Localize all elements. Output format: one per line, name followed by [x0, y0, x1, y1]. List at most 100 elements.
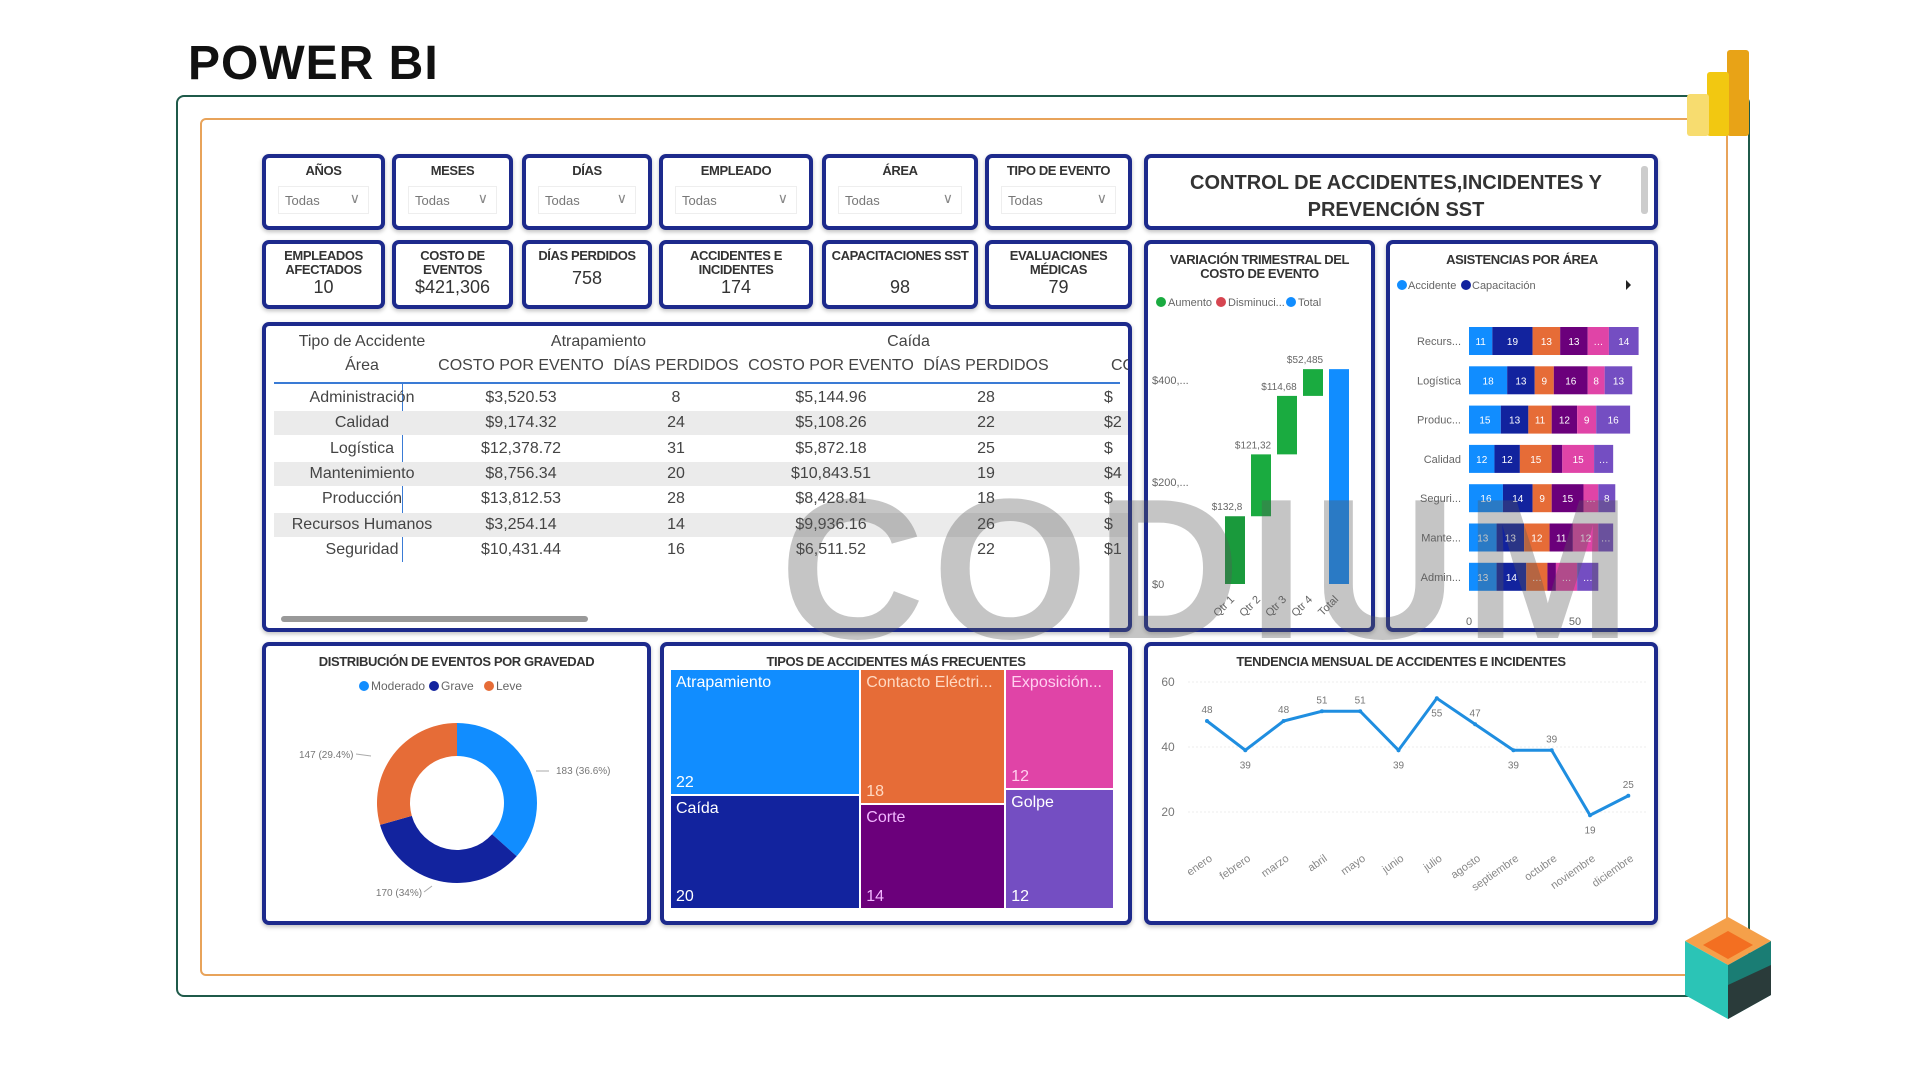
- data-point[interactable]: [1319, 709, 1324, 714]
- stacked-bar-segment[interactable]: [1598, 523, 1614, 552]
- stacked-bar-segment[interactable]: [1469, 444, 1495, 473]
- waterfall-bar[interactable]: [1277, 395, 1297, 455]
- data-point[interactable]: [1434, 696, 1439, 701]
- waterfall-bar[interactable]: [1303, 369, 1323, 396]
- legend-item: Disminuci...: [1228, 297, 1285, 309]
- x-tick-label: Total: [1316, 594, 1341, 619]
- stacked-bar-segment[interactable]: [1551, 484, 1584, 513]
- stacked-bar-segment[interactable]: [1598, 484, 1616, 513]
- trend-line-chart: 20 40 60 48 enero 39 febrero 48 marzo 51 abril 51 ma…: [1161, 675, 1648, 894]
- stacked-bar-segment[interactable]: [1469, 366, 1508, 395]
- stacked-bar-segment[interactable]: [1502, 484, 1533, 513]
- stacked-bar-segment[interactable]: [1551, 405, 1578, 434]
- stacked-bar-segment[interactable]: [1526, 562, 1548, 591]
- row-area: Mantenimiento: [309, 464, 415, 482]
- data-label: 8: [1604, 494, 1610, 505]
- stacked-bar-segment[interactable]: [1551, 444, 1563, 473]
- slicer-dropdown[interactable]: Todas ∨: [538, 186, 636, 214]
- data-point[interactable]: [1511, 748, 1516, 753]
- stacked-bar-segment[interactable]: [1469, 484, 1503, 513]
- tile-value: 20: [676, 887, 694, 905]
- stacked-bar-segment[interactable]: [1547, 562, 1556, 591]
- treemap-tile[interactable]: Contacto Eléctri... 18: [860, 669, 1006, 804]
- chevron-down-icon: ∨: [777, 190, 788, 206]
- stacked-bar-segment[interactable]: [1519, 444, 1552, 473]
- data-point[interactable]: [1626, 793, 1631, 798]
- kpi-value: 79: [1048, 277, 1069, 297]
- stacked-bar-segment[interactable]: [1572, 523, 1599, 552]
- data-label: …: [1562, 573, 1572, 584]
- slicer-dropdown[interactable]: Todas ∨: [838, 186, 962, 214]
- data-label: 39: [1546, 734, 1558, 745]
- column-header: DÍAS PERDIDOS: [613, 357, 739, 374]
- data-point[interactable]: [1243, 748, 1248, 753]
- stacked-bar-segment[interactable]: [1553, 366, 1588, 395]
- legend-dot: [359, 681, 369, 691]
- table-row[interactable]: [274, 411, 1128, 436]
- stacked-bar-segment[interactable]: [1469, 405, 1501, 434]
- stacked-bar-segment[interactable]: [1587, 366, 1605, 395]
- stacked-bar-segment[interactable]: [1469, 562, 1497, 591]
- stacked-bar-segment[interactable]: [1583, 484, 1599, 513]
- data-point[interactable]: [1588, 813, 1592, 818]
- waterfall-bar[interactable]: [1225, 516, 1245, 584]
- stacked-bar-segment[interactable]: [1507, 366, 1535, 395]
- stacked-bar-segment[interactable]: [1549, 523, 1573, 552]
- asistencias-title: ASISTENCIAS POR ÁREA: [1446, 252, 1598, 267]
- legend-next-arrow-icon[interactable]: [1626, 280, 1631, 290]
- data-point[interactable]: [1205, 719, 1209, 723]
- stacked-bar-segment[interactable]: [1534, 366, 1554, 395]
- data-point[interactable]: [1549, 748, 1554, 753]
- waterfall-bar[interactable]: [1251, 454, 1271, 517]
- stacked-bar-segment[interactable]: [1577, 562, 1599, 591]
- treemap-tile[interactable]: Exposición... 12: [1005, 669, 1114, 789]
- stacked-bar-segment[interactable]: [1562, 444, 1595, 473]
- treemap-tile[interactable]: Golpe 12: [1005, 789, 1114, 909]
- stacked-bar-segment[interactable]: [1496, 562, 1527, 591]
- title-scrollbar[interactable]: [1641, 166, 1648, 214]
- horizontal-scrollbar[interactable]: [281, 616, 588, 622]
- slicer-dropdown[interactable]: Todas ∨: [278, 186, 369, 214]
- stacked-bar-segment[interactable]: [1532, 327, 1561, 355]
- data-point[interactable]: [1396, 748, 1401, 753]
- treemap-tile[interactable]: Atrapamiento 22: [670, 669, 861, 795]
- stacked-bar-segment[interactable]: [1577, 405, 1597, 434]
- stacked-bar-segment[interactable]: [1528, 405, 1552, 434]
- donut-slice[interactable]: [380, 815, 517, 883]
- table-row[interactable]: [274, 512, 1128, 537]
- waterfall-title: VARIACIÓN TRIMESTRAL DEL COSTO DE EVENTO: [1169, 252, 1350, 281]
- stacked-bar-segment[interactable]: [1596, 405, 1631, 434]
- table-row[interactable]: [274, 461, 1128, 486]
- chevron-down-icon: ∨: [616, 190, 627, 206]
- treemap-tile[interactable]: Caída 20: [670, 794, 861, 909]
- stacked-bar-segment[interactable]: [1594, 444, 1614, 473]
- stacked-bar-segment[interactable]: [1469, 327, 1493, 355]
- tile-label: Corte: [866, 809, 906, 826]
- slicer-dropdown[interactable]: Todas ∨: [408, 186, 497, 214]
- stacked-bar-segment[interactable]: [1496, 523, 1525, 552]
- data-point[interactable]: [1358, 709, 1363, 714]
- stacked-bar-segment[interactable]: [1560, 327, 1588, 355]
- stacked-bar-segment[interactable]: [1500, 405, 1529, 434]
- category-label: Mante...: [1421, 533, 1461, 545]
- x-tick-label: Qtr 2: [1237, 594, 1263, 620]
- stacked-bar-segment[interactable]: [1608, 327, 1639, 355]
- stacked-bar-segment[interactable]: [1524, 523, 1550, 552]
- treemap-tile[interactable]: Corte 14: [860, 804, 1006, 909]
- stacked-bar-segment[interactable]: [1587, 327, 1609, 355]
- trend-line[interactable]: [1206, 696, 1629, 818]
- stacked-bar-segment[interactable]: [1604, 366, 1633, 395]
- stacked-bar-segment[interactable]: [1469, 523, 1497, 552]
- x-tick-label: julio: [1421, 853, 1445, 875]
- waterfall-bar[interactable]: [1329, 369, 1349, 584]
- donut-slice[interactable]: [377, 723, 457, 825]
- stacked-bar-segment[interactable]: [1492, 327, 1533, 355]
- data-point[interactable]: [1281, 719, 1286, 723]
- stacked-bar-segment[interactable]: [1532, 484, 1552, 513]
- slicer-dropdown[interactable]: Todas ∨: [675, 186, 797, 214]
- stacked-bar-segment[interactable]: [1494, 444, 1520, 473]
- data-point[interactable]: [1473, 722, 1478, 727]
- slicer-dropdown[interactable]: Todas ∨: [1001, 186, 1116, 214]
- donut-slice[interactable]: [457, 723, 537, 857]
- stacked-bar-segment[interactable]: [1555, 562, 1578, 591]
